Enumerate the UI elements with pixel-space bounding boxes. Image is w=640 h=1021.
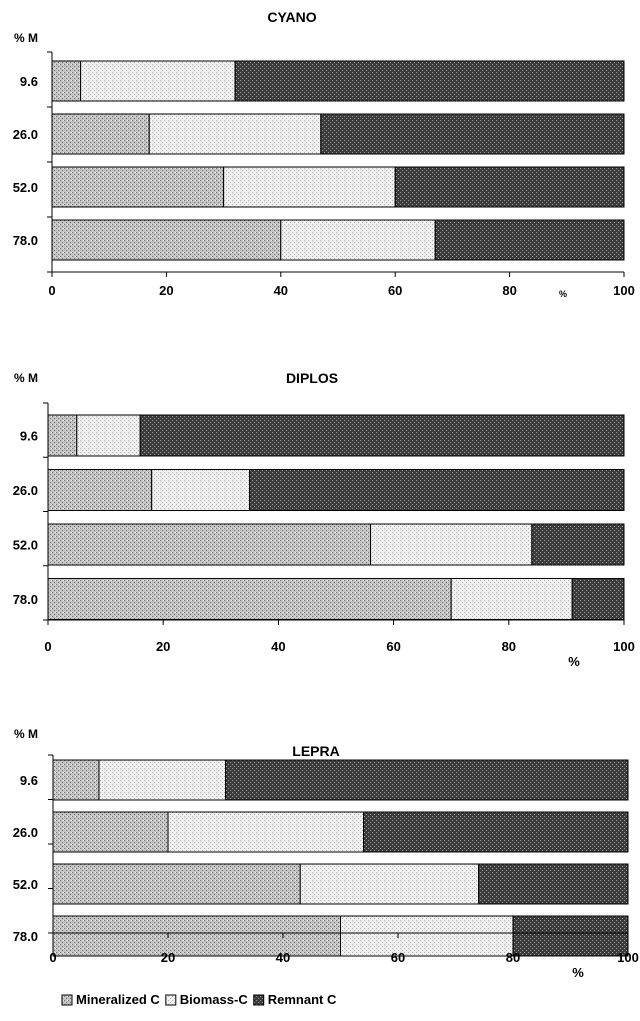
bar-segment-remnant-c: [531, 523, 625, 566]
bar-segment-biomass-c: [167, 811, 364, 853]
bar-segment-mineralized-c: [52, 759, 100, 801]
category-label: 26.0: [13, 127, 38, 142]
category-label: 78.0: [13, 929, 38, 944]
category-label: 9.6: [20, 429, 38, 444]
x-tick-label: 0: [49, 950, 56, 965]
bar-segment-mineralized-c: [52, 811, 169, 853]
bar-segment-mineralized-c: [51, 219, 282, 261]
bar-segment-biomass-c: [280, 219, 436, 261]
bar-segment-biomass-c: [98, 759, 226, 801]
x-tick-label: 0: [48, 283, 55, 298]
bar-segment-biomass-c: [370, 523, 533, 566]
bar-segment-biomass-c: [223, 166, 396, 208]
x-tick-label: 100: [613, 283, 635, 298]
bar-segment-mineralized-c: [47, 414, 78, 457]
x-tick-label: 80: [502, 283, 516, 298]
x-tick-label: 100: [617, 950, 639, 965]
bar-segment-remnant-c: [434, 219, 625, 261]
bar-segment-mineralized-c: [47, 469, 153, 511]
x-axis-label: %: [572, 965, 584, 980]
category-label: 26.0: [13, 825, 38, 840]
category-label: 78.0: [13, 592, 38, 607]
diplos-panel: DIPLOS % M 9.6 26.0 52.0 78.0 0 20 40 60 80 100%: [13, 370, 635, 669]
x-tick-label: 20: [161, 950, 175, 965]
legend-item: Mineralized C: [61, 992, 160, 1007]
bar-segment-biomass-c: [151, 469, 251, 511]
x-tick-label: 20: [156, 639, 170, 654]
x-tick-label: 20: [159, 283, 173, 298]
legend-item: Biomass-C: [165, 992, 249, 1007]
bar-segment-remnant-c: [363, 811, 629, 853]
bar-segment-mineralized-c: [52, 863, 301, 905]
chart-title: DIPLOS: [286, 370, 338, 386]
bar-segment-remnant-c: [512, 915, 629, 957]
legend-item: Remnant C: [253, 992, 337, 1007]
bar-segment-remnant-c: [234, 60, 625, 102]
bar-segment-biomass-c: [80, 60, 236, 102]
legend-label: Remnant C: [268, 992, 337, 1007]
bar-segment-remnant-c: [478, 863, 629, 905]
legend-label: Biomass-C: [180, 992, 249, 1007]
bar-segment-remnant-c: [394, 166, 625, 208]
x-tick-label: 60: [391, 950, 405, 965]
x-tick-label: 60: [388, 283, 402, 298]
bar-segment-mineralized-c: [47, 523, 372, 566]
legend-label: Mineralized C: [76, 992, 160, 1007]
y-axis-label: % M: [14, 31, 38, 45]
bar-segment-remnant-c: [320, 113, 625, 155]
category-label: 9.6: [20, 773, 38, 788]
cyano-panel: CYANO % M 9.6 26.0 52.0 78.0 0 20 40 60 80 100%: [13, 9, 635, 299]
category-label: 52.0: [13, 538, 38, 553]
x-tick-label: 40: [274, 283, 288, 298]
bar-segment-biomass-c: [299, 863, 479, 905]
bar-segment-remnant-c: [571, 578, 625, 620]
legend-swatch: [253, 994, 265, 1006]
bar-segment-remnant-c: [139, 414, 625, 457]
x-tick-label: 40: [271, 639, 285, 654]
category-label: 78.0: [13, 233, 38, 248]
category-label: 9.6: [20, 74, 38, 89]
x-tick-label: 40: [276, 950, 290, 965]
x-tick-label: 0: [44, 639, 51, 654]
y-axis-label: % M: [14, 371, 38, 385]
x-tick-label: 100: [613, 639, 635, 654]
bar-segment-biomass-c: [450, 578, 573, 620]
legend: Mineralized C Biomass-C Remnant C: [61, 992, 337, 1007]
bar-segment-mineralized-c: [52, 915, 341, 957]
y-axis-label: % M: [14, 727, 38, 741]
bar-segment-remnant-c: [249, 469, 625, 511]
lepra-panel: LEPRA % M 9.6 26.0 52.0 78.0 0 20 40 60 80 100%: [13, 727, 639, 980]
legend-swatch: [165, 994, 177, 1006]
category-label: 26.0: [13, 483, 38, 498]
x-axis-label: %: [568, 654, 580, 669]
x-axis-label: %: [559, 289, 567, 299]
bar-segment-mineralized-c: [47, 578, 452, 620]
bar-segment-mineralized-c: [51, 60, 82, 102]
bar-segment-biomass-c: [148, 113, 322, 155]
x-tick-label: 60: [386, 639, 400, 654]
x-tick-label: 80: [502, 639, 516, 654]
bar-segment-biomass-c: [340, 915, 514, 957]
legend-swatch: [61, 994, 73, 1006]
bar-segment-mineralized-c: [51, 166, 225, 208]
chart-title: LEPRA: [292, 743, 339, 759]
chart-title: CYANO: [267, 9, 316, 25]
bar-segment-mineralized-c: [51, 113, 150, 155]
bar-segment-remnant-c: [225, 759, 629, 801]
x-tick-label: 80: [506, 950, 520, 965]
bar-segment-biomass-c: [76, 414, 141, 457]
category-label: 52.0: [13, 180, 38, 195]
category-label: 52.0: [13, 877, 38, 892]
